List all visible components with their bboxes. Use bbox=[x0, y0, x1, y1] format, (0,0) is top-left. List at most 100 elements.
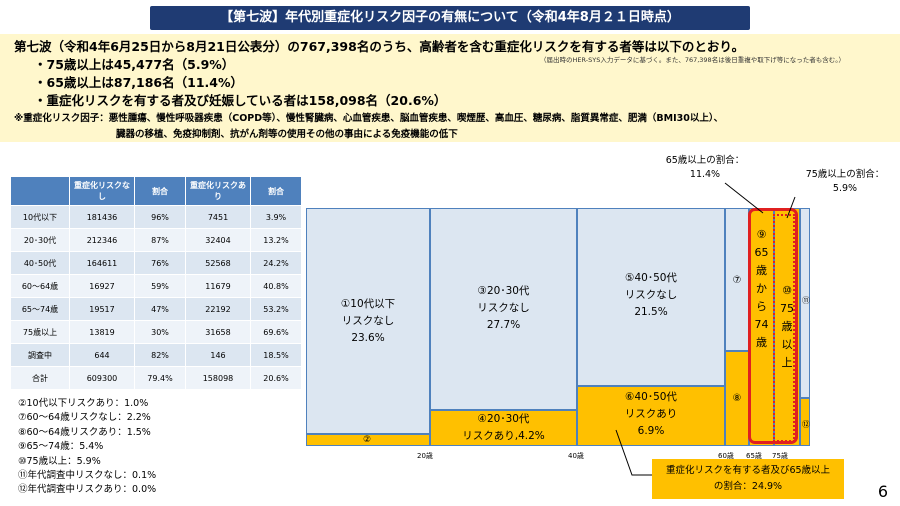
table-cell: 22192 bbox=[185, 297, 251, 321]
segment-label-line: ①10代以下 bbox=[340, 298, 396, 310]
callout-line: の割合：24.9% bbox=[713, 481, 783, 492]
table-cell: 32404 bbox=[185, 228, 251, 252]
page-number: 6 bbox=[877, 482, 888, 501]
highlight-65-plus bbox=[748, 208, 798, 444]
risk-definition-line1: ※重症化リスク因子：悪性腫瘍、慢性呼吸器疾患（COPD等）、慢性腎臓病、心血管疾… bbox=[14, 113, 724, 124]
table-cell: 調査中 bbox=[10, 343, 70, 367]
segment-label-line: 74 bbox=[754, 318, 769, 331]
table-cell: 30% bbox=[134, 320, 186, 344]
segment-label-line: 6.9% bbox=[637, 425, 665, 437]
age-risk-table: 重症化リスクなし 割合 重症化リスクあり 割合 10代以下 181436 96% 74… bbox=[10, 176, 302, 390]
table-cell: 19517 bbox=[69, 297, 135, 321]
table-cell: 11679 bbox=[185, 274, 251, 298]
table-row: 合計 609300 79.4% 158098 20.6% bbox=[10, 366, 302, 390]
segment-label-line: 以 bbox=[781, 338, 793, 351]
callout-line: 75歳以上の割合： bbox=[805, 169, 885, 180]
table-cell: 164611 bbox=[69, 251, 135, 275]
segment-3 bbox=[430, 208, 577, 410]
note-item: ⑧60～64歳リスクあり：1.5% bbox=[18, 426, 151, 438]
table-row: 10代以下 181436 96% 7451 3.9% bbox=[10, 205, 302, 229]
table-cell: 24.2% bbox=[250, 251, 302, 275]
segment-label-line: 23.6% bbox=[351, 332, 385, 344]
table-header-cell bbox=[10, 176, 70, 206]
segment-label-line: 上 bbox=[781, 356, 793, 369]
axis-label-20: 20歳 bbox=[417, 452, 433, 460]
segment-12-label: ⑫ bbox=[802, 420, 810, 429]
segment-6 bbox=[577, 386, 725, 446]
callout-75-plus: 75歳以上の割合： 5.9% bbox=[798, 168, 892, 196]
segment-6-label: ⑥40･50代 リスクあり 6.9% bbox=[577, 389, 725, 440]
segment-4-label: ④20･30代 リスクあり,4.2% bbox=[430, 411, 577, 445]
table-header-cell: 重症化リスクなし bbox=[69, 176, 135, 206]
table-header-cell: 重症化リスクあり bbox=[185, 176, 251, 206]
segment-7-label: ⑦ bbox=[732, 275, 742, 286]
callout-risk-total: 重症化リスクを有する者及び65歳以上 の割合：24.9% bbox=[652, 459, 844, 499]
note-item: ②10代以下リスクあり：1.0% bbox=[18, 398, 149, 409]
segment-2-label: ② bbox=[362, 435, 372, 445]
table-cell: 53.2% bbox=[250, 297, 302, 321]
table-cell: 3.9% bbox=[250, 205, 302, 229]
table-cell: 158098 bbox=[185, 366, 251, 390]
segment-label-line: か bbox=[756, 282, 767, 295]
table-cell: 16927 bbox=[69, 274, 135, 298]
arrow-75-plus bbox=[786, 196, 796, 219]
segment-1-label: ①10代以下 リスクなし 23.6% bbox=[306, 296, 430, 347]
segment-label-line: ⑥40･50代 bbox=[625, 391, 677, 403]
note-item: ⑦60～64歳リスクなし：2.2% bbox=[18, 412, 151, 424]
table-header-cell: 割合 bbox=[250, 176, 302, 206]
segment-9 bbox=[749, 208, 774, 446]
table-cell: 79.4% bbox=[134, 366, 186, 390]
bullet-65: ・65歳以上は87,186名（11.4%） bbox=[34, 75, 243, 90]
segment-label-line: ④20･30代 bbox=[477, 413, 530, 425]
table-cell: 146 bbox=[185, 343, 251, 367]
segment-5-label: ⑤40･50代 リスクなし 21.5% bbox=[577, 270, 725, 321]
note-item: ⑪年代調査中リスクなし：0.1% bbox=[18, 470, 157, 482]
segment-label-line: 歳 bbox=[756, 264, 767, 277]
summary-band bbox=[0, 34, 900, 142]
segment-8 bbox=[725, 351, 749, 446]
segment-1 bbox=[306, 208, 430, 434]
table-cell: 18.5% bbox=[250, 343, 302, 367]
table-cell: 7451 bbox=[185, 205, 251, 229]
table-cell: 181436 bbox=[69, 205, 135, 229]
segment-12 bbox=[800, 398, 810, 446]
segment-8-label: ⑧ bbox=[732, 393, 742, 404]
table-cell: 212346 bbox=[69, 228, 135, 252]
bullet-75: ・75歳以上は45,477名（5.9%） bbox=[34, 57, 235, 72]
segment-label-line: リスクあり bbox=[624, 408, 678, 420]
callout-line: 5.9% bbox=[832, 183, 858, 194]
segment-label-line: ⑨ bbox=[756, 228, 767, 241]
table-cell: 20.6% bbox=[250, 366, 302, 390]
segment-label-line: 27.7% bbox=[486, 319, 521, 331]
table-row: 20･30代 212346 87% 32404 13.2% bbox=[10, 228, 302, 252]
axis-label-65: 65歳 bbox=[746, 452, 762, 460]
table-cell: 82% bbox=[134, 343, 186, 367]
table-cell: 87% bbox=[134, 228, 186, 252]
risk-definition-line2: 臓器の移植、免疫抑制剤、抗がん剤等の使用その他の事由による免疫機能の低下 bbox=[116, 129, 458, 140]
segment-label-line: 歳 bbox=[781, 320, 793, 333]
segment-label-line: ③20･30代 bbox=[477, 285, 530, 297]
axis-label-75: 75歳 bbox=[772, 452, 788, 460]
callout-line: 重症化リスクを有する者及び65歳以上 bbox=[665, 465, 831, 476]
callout-line: 65歳以上の割合： bbox=[665, 155, 745, 166]
callout-line: 11.4% bbox=[689, 169, 721, 180]
lead-text: 第七波（令和4年6月25日から8月21日公表分）の767,398名のうち、高齢者… bbox=[14, 39, 745, 54]
note-item: ⑩75歳以上：5.9% bbox=[18, 455, 101, 467]
segment-label-line: 65 bbox=[754, 246, 769, 259]
table-cell: 65～74歳 bbox=[10, 297, 70, 321]
table-cell: 13819 bbox=[69, 320, 135, 344]
segment-11-label: ⑪ bbox=[802, 296, 810, 305]
axis-label-40: 40歳 bbox=[568, 452, 584, 460]
segment-4 bbox=[430, 410, 577, 446]
table-cell: 59% bbox=[134, 274, 186, 298]
table-header-cell: 割合 bbox=[134, 176, 186, 206]
table-cell: 69.6% bbox=[250, 320, 302, 344]
table-row: 65～74歳 19517 47% 22192 53.2% bbox=[10, 297, 302, 321]
segment-label-line: リスクなし bbox=[341, 315, 395, 327]
segment-notes: ②10代以下リスクあり：1.0% ⑦60～64歳リスクなし：2.2% ⑧60～6… bbox=[18, 397, 156, 498]
table-row: 調査中 644 82% 146 18.5% bbox=[10, 343, 302, 367]
axis-label-60: 60歳 bbox=[718, 452, 734, 460]
note-item: ⑨65～74歳：5.4% bbox=[18, 441, 104, 453]
segment-5 bbox=[577, 208, 725, 386]
